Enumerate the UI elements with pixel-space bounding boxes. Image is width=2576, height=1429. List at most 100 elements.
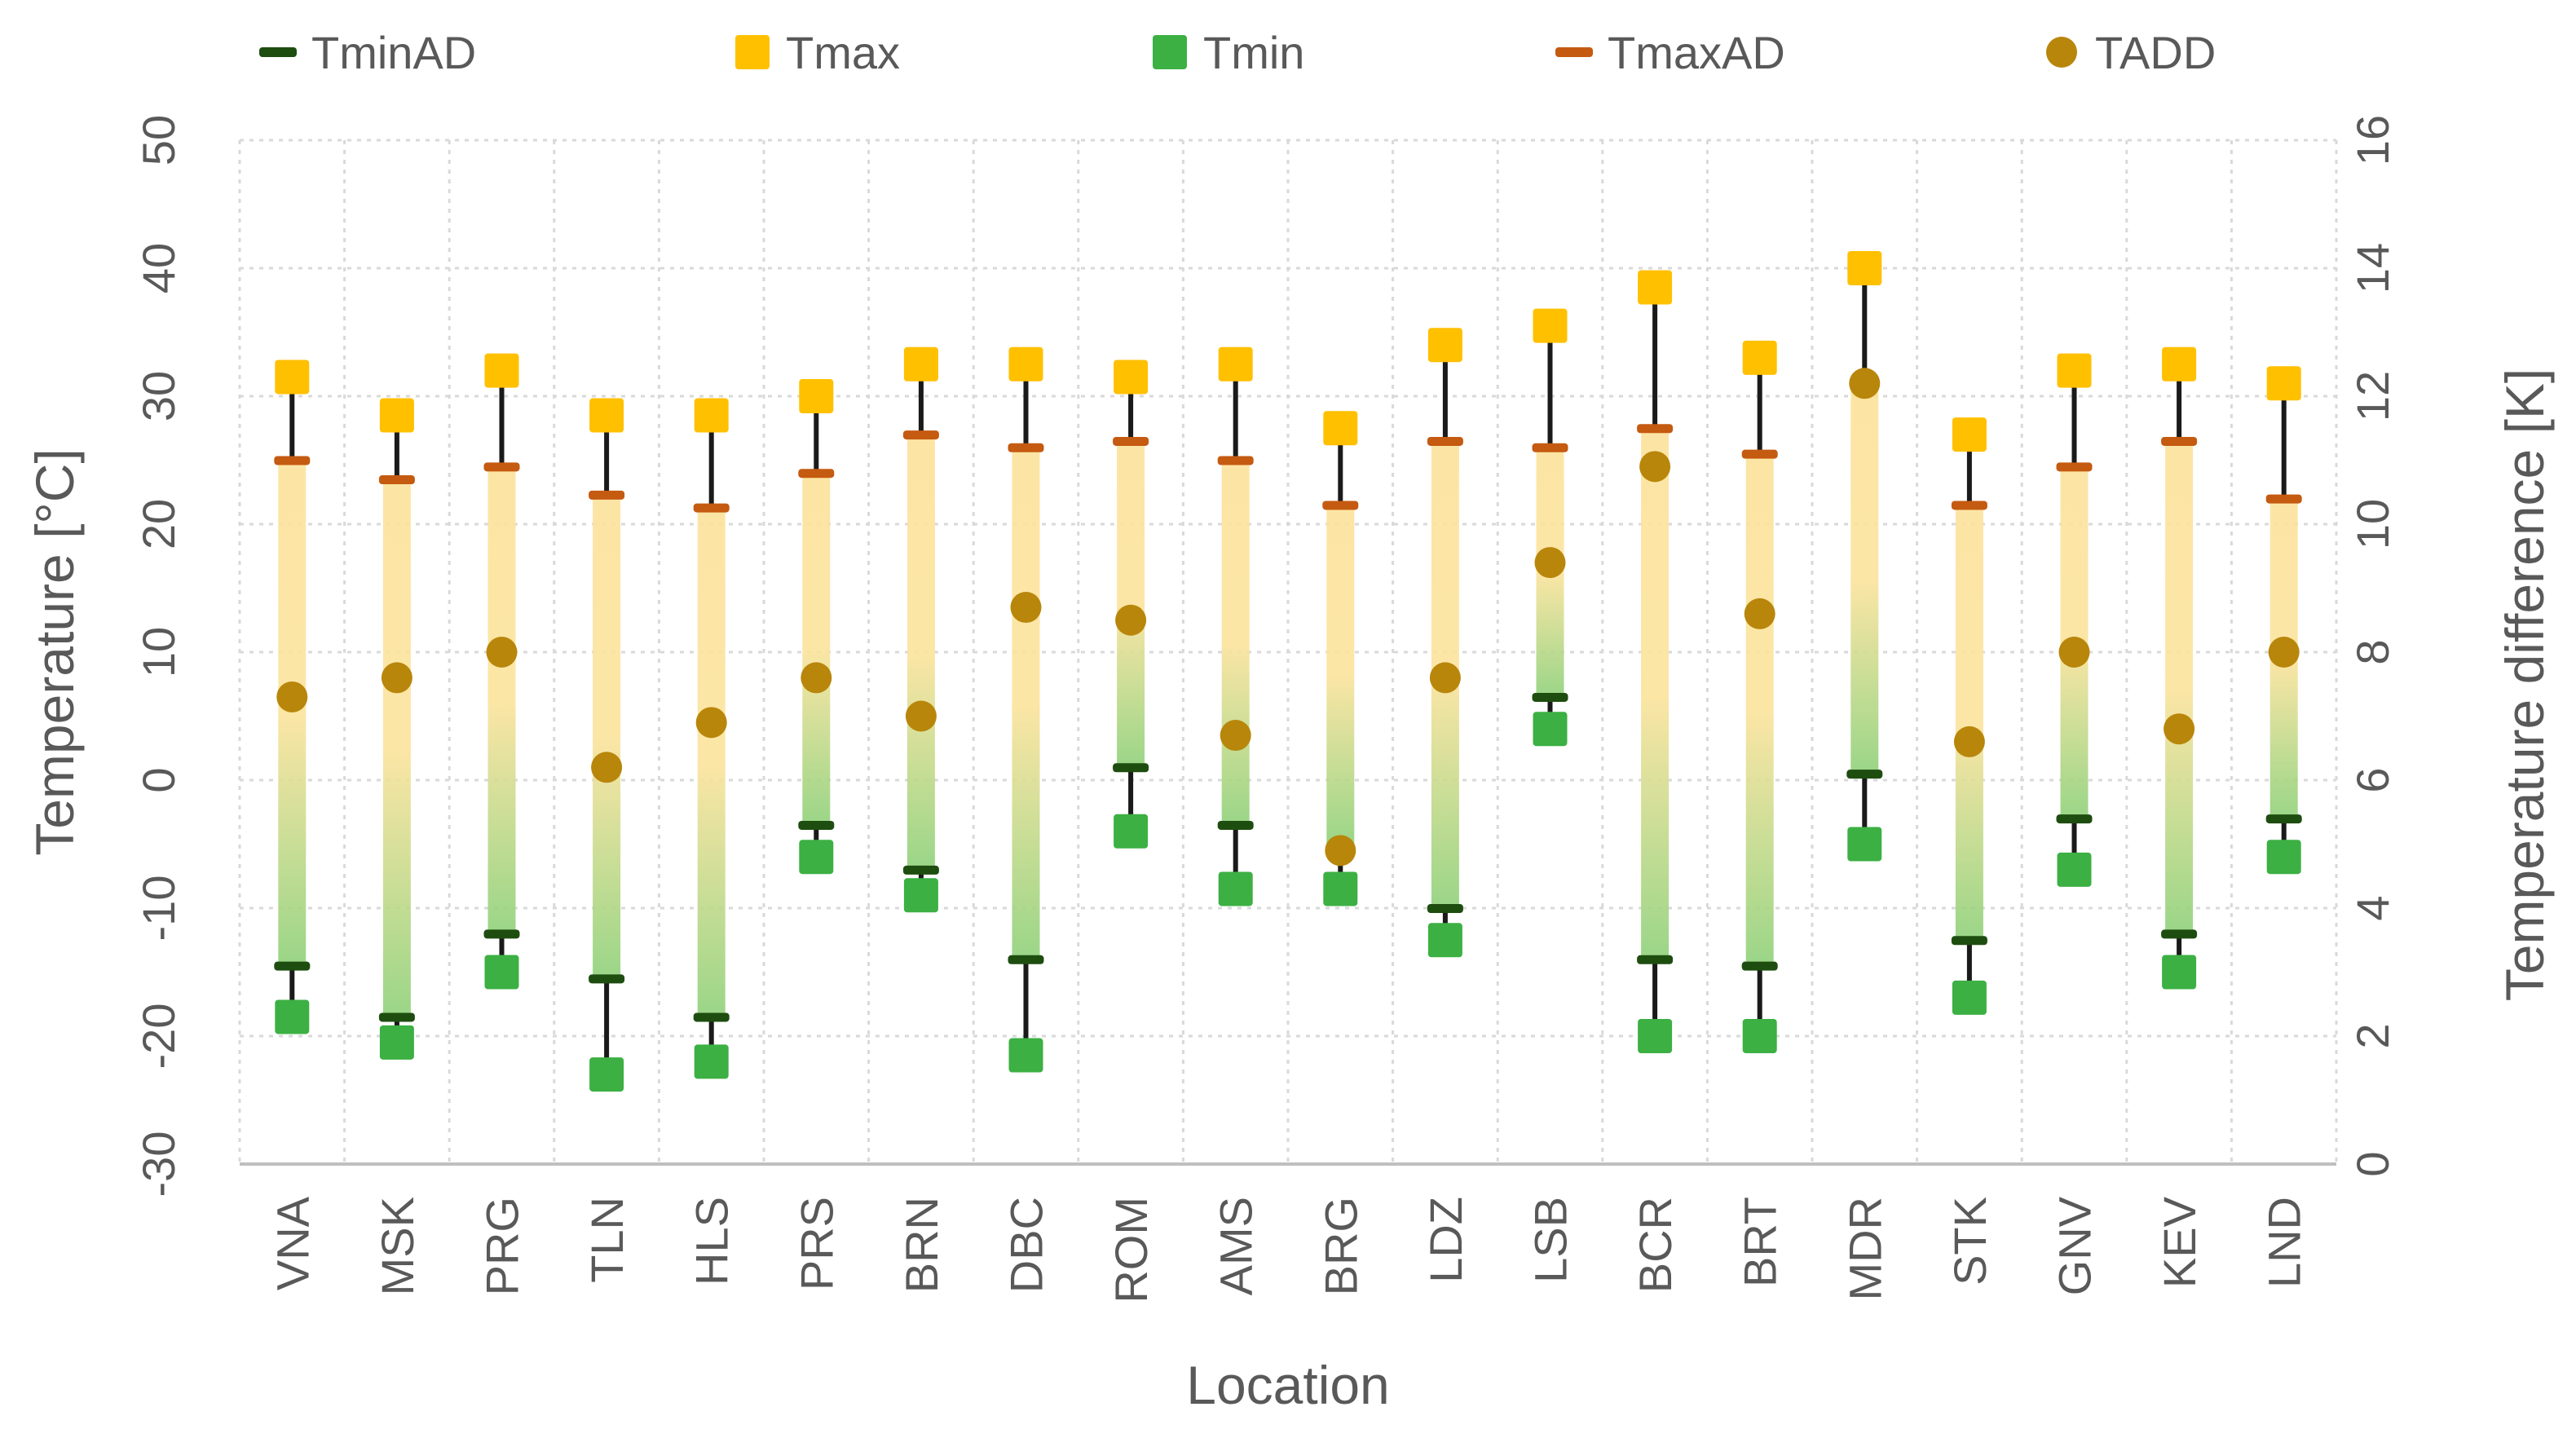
y2-tick-label: 10 [2347, 499, 2398, 549]
x-tick-label: DBC [1001, 1197, 1052, 1293]
mark-layer [274, 251, 2302, 1092]
y-tick-label: 40 [133, 243, 184, 293]
tmax-mark [903, 346, 938, 382]
tmin-mark [1847, 827, 1882, 862]
tadd-mark [486, 637, 518, 668]
range-bar [1850, 383, 1879, 774]
y-tick-label: -30 [133, 1131, 184, 1197]
tminad-mark [1741, 961, 1778, 971]
y-tick-label: 30 [133, 371, 184, 421]
tmaxad-mark [1951, 501, 1987, 510]
y-tick-label: -20 [133, 1003, 184, 1070]
tmaxad-mark [589, 490, 625, 500]
legend-label: Tmin [1203, 27, 1304, 78]
x-tick-label: PRG [477, 1197, 528, 1295]
tadd-mark [2058, 637, 2090, 668]
y2-axis-title: Temperature difference [K] [2494, 368, 2555, 1002]
y-axis-title: Temperature [°C] [24, 448, 85, 856]
x-tick-label: STK [1944, 1197, 1996, 1286]
tminad-mark [693, 1012, 730, 1022]
tminad-mark [2056, 814, 2093, 824]
tminad-mark [1951, 936, 1987, 946]
legend-item-tadd: TADD [2046, 27, 2216, 78]
range-bar [1117, 440, 1145, 768]
tmaxad-mark [1427, 436, 1463, 446]
legend-item-tmin: Tmin [1153, 27, 1304, 78]
range-bar [593, 494, 621, 979]
tmax-mark [1847, 251, 1882, 285]
tmax-mark [1533, 308, 1568, 343]
tmin-mark [1218, 871, 1253, 906]
y2-tick-label: 12 [2347, 371, 2398, 421]
tmaxad-mark [1322, 501, 1359, 510]
tmax-mark [1427, 328, 1462, 363]
x-tick-label: LDZ [1420, 1197, 1471, 1283]
tmin-mark [379, 1025, 414, 1060]
range-bar [802, 473, 831, 825]
legend-swatch [259, 47, 297, 57]
x-tick-label: BCR [1630, 1197, 1681, 1293]
tadd-mark [1010, 592, 1042, 624]
y-tick-label: 0 [133, 767, 184, 792]
tmaxad-mark [2265, 494, 2302, 504]
tmin-mark [484, 955, 519, 990]
tmaxad-mark [1217, 456, 1254, 465]
tmin-mark [275, 999, 310, 1034]
x-tick-label: LSB [1525, 1197, 1577, 1283]
tminad-mark [589, 974, 625, 984]
x-axis-title: Location [1186, 1355, 1390, 1415]
legend-item-tmax: Tmax [735, 27, 900, 78]
x-tick-label: BRT [1735, 1197, 1786, 1287]
tmin-mark [694, 1044, 729, 1079]
tmaxad-mark [2056, 462, 2093, 472]
y-tick-label: 20 [133, 499, 184, 549]
tmax-mark [2162, 346, 2197, 382]
tminad-mark [1637, 955, 1674, 964]
tmaxad-mark [798, 469, 835, 479]
tadd-mark [1639, 451, 1671, 483]
tmax-mark [275, 359, 310, 395]
tadd-mark [276, 681, 308, 712]
y-tick-label: 50 [133, 115, 184, 165]
tmin-mark [589, 1057, 624, 1092]
range-bar [1955, 505, 1983, 941]
tmaxad-mark [1113, 436, 1149, 446]
legend-swatch [1555, 47, 1593, 57]
tmaxad-mark [902, 430, 939, 440]
x-tick-label: AMS [1211, 1197, 1262, 1295]
range-bar [906, 434, 935, 870]
tmax-mark [1218, 346, 1253, 382]
tadd-mark [1744, 598, 1775, 629]
tadd-mark [2164, 713, 2195, 745]
y2-tick-label: 0 [2347, 1151, 2398, 1176]
range-bar [1326, 505, 1355, 845]
tminad-mark [902, 865, 939, 875]
tmin-mark [1323, 871, 1358, 906]
tmax-mark [484, 353, 519, 388]
tminad-mark [274, 961, 311, 971]
x-tick-label: MDR [1839, 1197, 1890, 1301]
tmax-mark [589, 398, 624, 433]
legend-label: TmaxAD [1608, 27, 1785, 78]
y2-tick-label: 4 [2347, 895, 2398, 920]
x-tick-label: LND [2259, 1197, 2310, 1288]
tmin-mark [2266, 840, 2301, 875]
legend-swatch [2046, 37, 2077, 68]
tmin-mark [1638, 1019, 1673, 1053]
tadd-mark [1849, 368, 1881, 399]
tmaxad-mark [483, 462, 520, 472]
x-tick-label: ROM [1105, 1197, 1157, 1303]
y2-tick-label: 14 [2347, 243, 2398, 293]
x-tick-label: GNV [2049, 1196, 2101, 1295]
tminad-mark [2161, 929, 2198, 939]
range-bar [278, 460, 307, 966]
tmin-mark [1427, 923, 1462, 958]
range-bar [1745, 453, 1774, 966]
tadd-mark [591, 752, 623, 783]
x-tick-label: TLN [581, 1197, 633, 1283]
grid-layer [238, 139, 2338, 1164]
tmaxad-mark [1008, 443, 1044, 452]
tmax-mark [694, 398, 729, 433]
tmax-mark [2266, 366, 2301, 401]
tmax-mark [1008, 346, 1043, 382]
